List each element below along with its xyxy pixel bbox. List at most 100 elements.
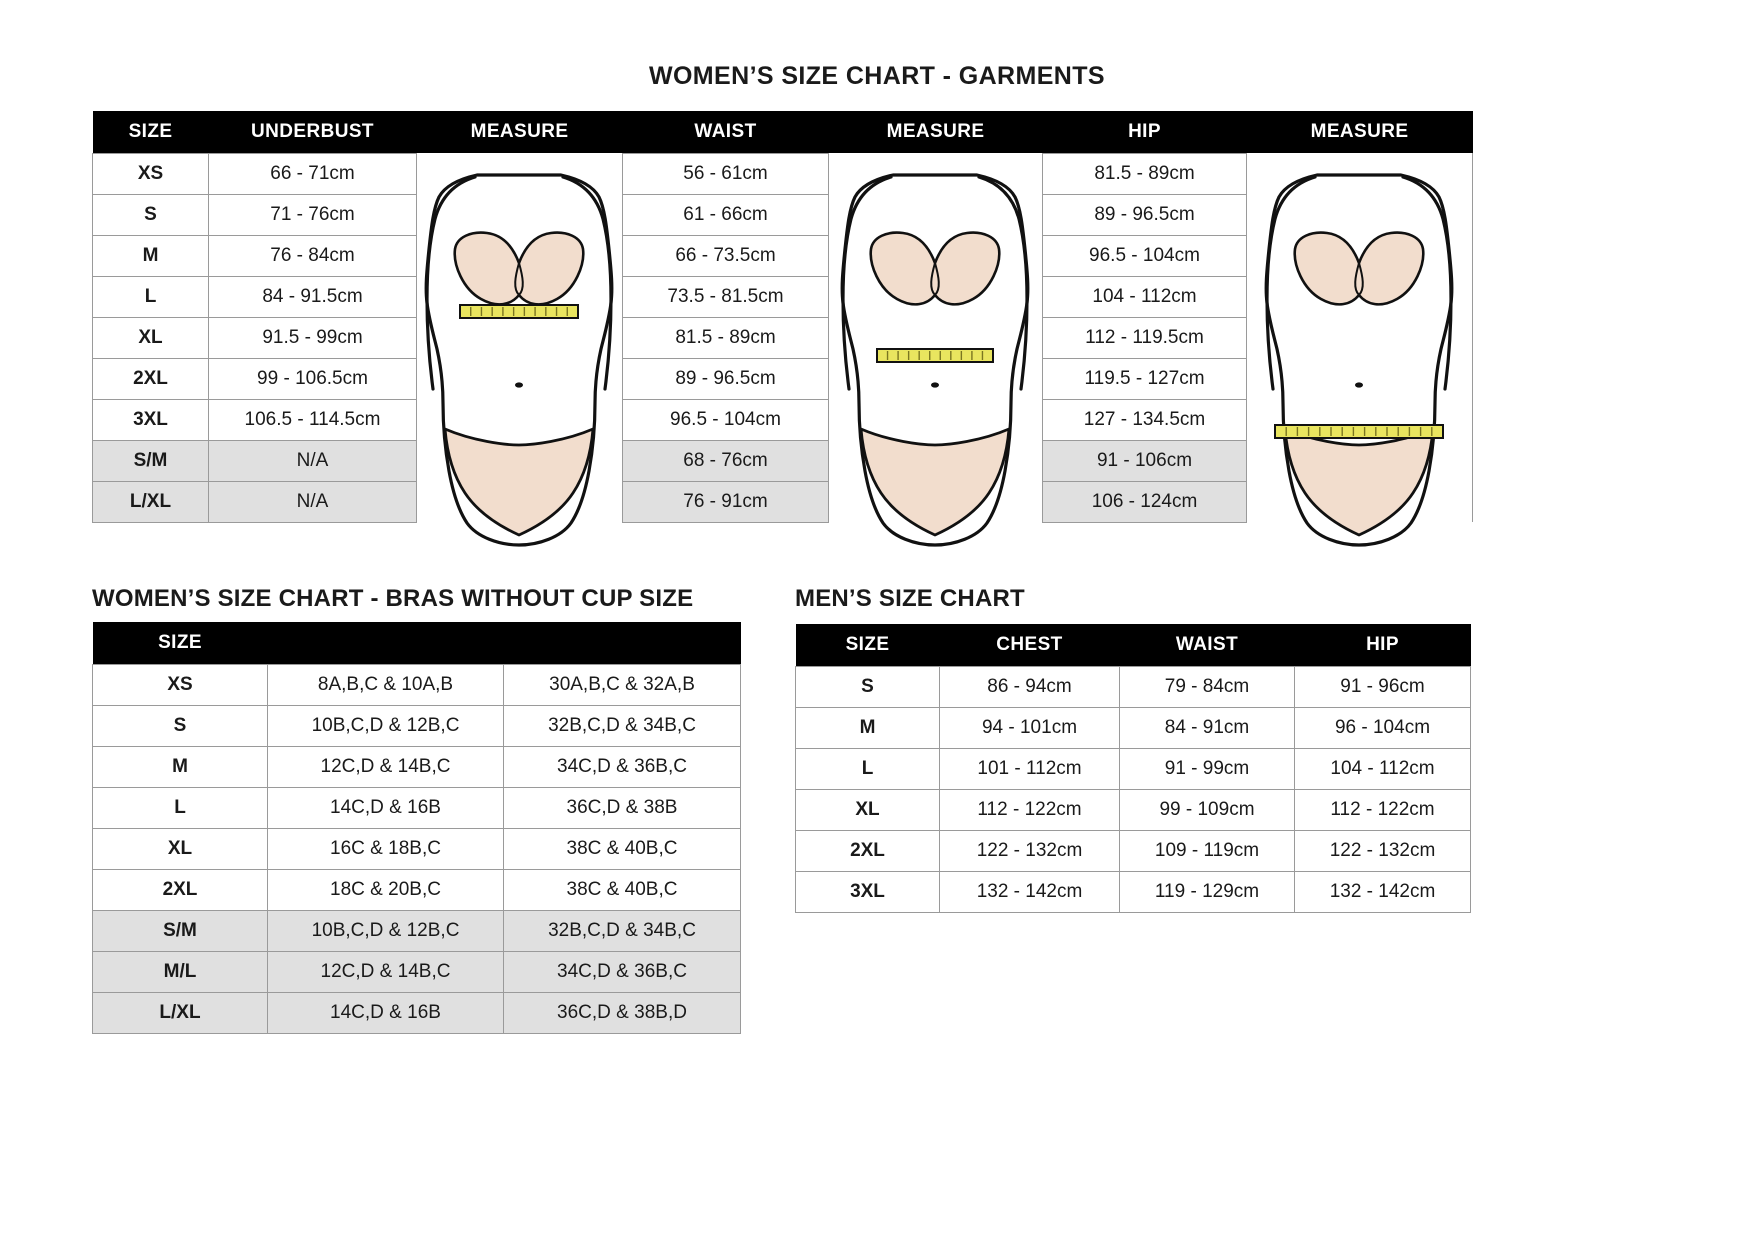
cell-waist: 84 - 91cm [1119,706,1295,749]
table-row: 2XL 122 - 132cm 109 - 119cm 122 - 132cm [795,829,1471,872]
table-row: XL 112 - 122cm 99 - 109cm 112 - 122cm [795,788,1471,831]
table-row: L 101 - 112cm 91 - 99cm 104 - 112cm [795,747,1471,790]
cell-au-size: 10B,C,D & 12B,C [267,909,504,952]
cell-chest: 86 - 94cm [939,665,1120,708]
table-row: M 12C,D & 14B,C 34C,D & 36B,C [92,745,741,788]
cell-underbust: N/A [208,439,417,482]
table-row: L/XL 14C,D & 16B 36C,D & 38B,D [92,991,741,1034]
cell-waist: 81.5 - 89cm [622,316,829,359]
cell-underbust: 106.5 - 114.5cm [208,398,417,441]
womens-bras-table-wrap: SIZE XS 8A,B,C & 10A,B 30A,B,C & 32A,B S 10B… [92,622,741,1034]
cell-underbust: 71 - 76cm [208,193,417,236]
cell-au-size: 14C,D & 16B [267,991,504,1034]
cell-underbust: 99 - 106.5cm [208,357,417,400]
cell-hip: 91 - 96cm [1294,665,1471,708]
cell-size: 2XL [92,357,209,400]
cell-size: XL [92,316,209,359]
cell-size: S [92,704,268,747]
cell-us-size: 34C,D & 36B,C [503,950,741,993]
table-header-row: SIZE CHEST WAIST HIP [795,624,1471,666]
cell-size: 2XL [795,829,940,872]
cell-size: M [92,234,209,277]
cell-waist: 73.5 - 81.5cm [622,275,829,318]
col-header-measure-hip: MEASURE [1246,111,1473,153]
table-header-row: SIZE UNDERBUST MEASURE WAIST MEASURE HIP… [92,111,1473,153]
cell-hip: 81.5 - 89cm [1042,152,1247,195]
col-header-size: SIZE [92,111,209,153]
cell-size: S [795,665,940,708]
table-row: S/M 10B,C,D & 12B,C 32B,C,D & 34B,C [92,909,741,952]
cell-us-size: 32B,C,D & 34B,C [503,909,741,952]
table-row: 3XL 106.5 - 114.5cm 96.5 - 104cm 127 - 134.… [92,398,1473,441]
table-row: M 94 - 101cm 84 - 91cm 96 - 104cm [795,706,1471,749]
cell-waist: 68 - 76cm [622,439,829,482]
cell-au-size: 8A,B,C & 10A,B [267,663,504,706]
cell-hip: 91 - 106cm [1042,439,1247,482]
mens-chart-title: MEN’S SIZE CHART [795,585,1025,612]
womens-bras-table: SIZE XS 8A,B,C & 10A,B 30A,B,C & 32A,B S 10B… [92,622,741,1034]
cell-size: XL [92,827,268,870]
table-header-row: SIZE [92,622,741,664]
mens-size-table: SIZE CHEST WAIST HIP S 86 - 94cm 79 - 84cm… [795,624,1471,913]
table-row: S/M N/A 68 - 76cm 91 - 106cm [92,439,1473,482]
col-header-hip: HIP [1042,111,1247,153]
cell-waist: 91 - 99cm [1119,747,1295,790]
cell-us-size: 36C,D & 38B [503,786,741,829]
womens-garments-table: SIZE UNDERBUST MEASURE WAIST MEASURE HIP… [92,111,1473,547]
table-row: XS 66 - 71cm 56 - 61cm 81.5 - 89cm [92,152,1473,547]
cell-chest: 122 - 132cm [939,829,1120,872]
col-header-measure-waist: MEASURE [828,111,1043,153]
figure-hip-measure [1246,153,1473,547]
cell-size: S/M [92,439,209,482]
col-header-waist: WAIST [1119,624,1295,666]
cell-waist: 109 - 119cm [1119,829,1295,872]
cell-underbust: 84 - 91.5cm [208,275,417,318]
table-row: 2XL 18C & 20B,C 38C & 40B,C [92,868,741,911]
cell-size: S [92,193,209,236]
cell-hip: 112 - 119.5cm [1042,316,1247,359]
cell-waist: 79 - 84cm [1119,665,1295,708]
cell-us-size: 36C,D & 38B,D [503,991,741,1034]
cell-chest: 101 - 112cm [939,747,1120,790]
col-header-measure-underbust: MEASURE [416,111,623,153]
cell-au-size: 14C,D & 16B [267,786,504,829]
cell-waist: 56 - 61cm [622,152,829,195]
figure-underbust-measure [416,153,623,547]
col-header-us [503,622,741,664]
cell-au-size: 16C & 18B,C [267,827,504,870]
cell-waist: 66 - 73.5cm [622,234,829,277]
cell-size: L [92,786,268,829]
cell-waist: 61 - 66cm [622,193,829,236]
cell-waist: 119 - 129cm [1119,870,1295,913]
table-row: L 84 - 91.5cm 73.5 - 81.5cm 104 - 112cm [92,275,1473,318]
cell-size: M [92,745,268,788]
table-row: M 76 - 84cm 66 - 73.5cm 96.5 - 104cm [92,234,1473,277]
cell-hip: 89 - 96.5cm [1042,193,1247,236]
cell-size: M/L [92,950,268,993]
cell-hip: 104 - 112cm [1294,747,1471,790]
cell-hip: 132 - 142cm [1294,870,1471,913]
cell-chest: 94 - 101cm [939,706,1120,749]
page-title: WOMEN’S SIZE CHART - GARMENTS [648,62,1106,90]
table-row: 2XL 99 - 106.5cm 89 - 96.5cm 119.5 - 127cm [92,357,1473,400]
womens-garments-table-wrap: SIZE UNDERBUST MEASURE WAIST MEASURE HIP… [92,111,1473,547]
cell-waist: 96.5 - 104cm [622,398,829,441]
cell-underbust: 91.5 - 99cm [208,316,417,359]
cell-hip: 96.5 - 104cm [1042,234,1247,277]
table-row: M/L 12C,D & 14B,C 34C,D & 36B,C [92,950,741,993]
col-header-waist: WAIST [622,111,829,153]
cell-size: XL [795,788,940,831]
cell-hip: 96 - 104cm [1294,706,1471,749]
cell-size: 3XL [795,870,940,913]
cell-waist: 76 - 91cm [622,480,829,523]
table-row: S 10B,C,D & 12B,C 32B,C,D & 34B,C [92,704,741,747]
cell-underbust: 76 - 84cm [208,234,417,277]
cell-size: L/XL [92,480,209,523]
cell-hip: 119.5 - 127cm [1042,357,1247,400]
cell-us-size: 32B,C,D & 34B,C [503,704,741,747]
figure-waist-measure [828,153,1043,547]
table-row: XL 91.5 - 99cm 81.5 - 89cm 112 - 119.5cm [92,316,1473,359]
cell-hip: 112 - 122cm [1294,788,1471,831]
cell-size: M [795,706,940,749]
cell-au-size: 18C & 20B,C [267,868,504,911]
